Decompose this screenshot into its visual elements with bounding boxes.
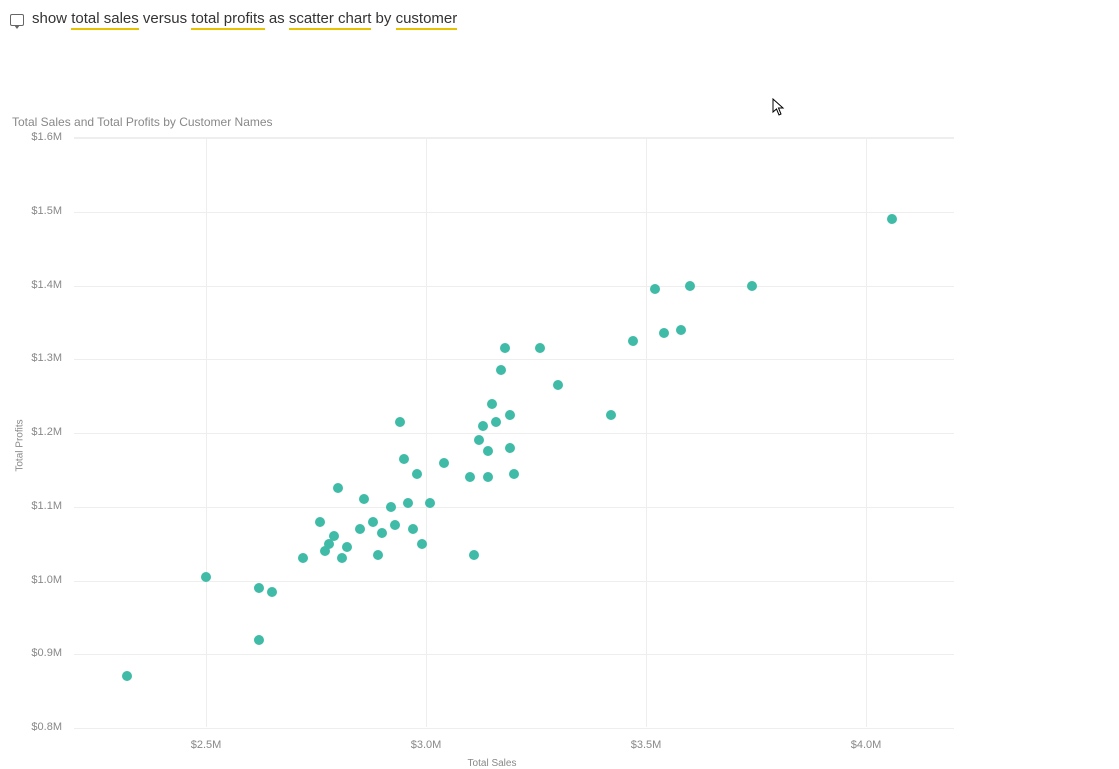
scatter-chart: Total Sales and Total Profits by Custome… [12, 115, 972, 765]
scatter-point[interactable] [425, 498, 435, 508]
scatter-point[interactable] [628, 336, 638, 346]
scatter-point[interactable] [606, 410, 616, 420]
x-axis-title: Total Sales [468, 758, 517, 769]
scatter-point[interactable] [373, 550, 383, 560]
scatter-point[interactable] [887, 214, 897, 224]
y-tick-label: $0.9M [12, 647, 68, 659]
scatter-point[interactable] [368, 517, 378, 527]
scatter-point[interactable] [469, 550, 479, 560]
scatter-point[interactable] [337, 553, 347, 563]
y-tick-label: $0.8M [12, 721, 68, 733]
x-tick-label: $4.0M [851, 739, 882, 751]
scatter-point[interactable] [298, 553, 308, 563]
scatter-point[interactable] [254, 583, 264, 593]
scatter-point[interactable] [747, 281, 757, 291]
scatter-point[interactable] [342, 542, 352, 552]
scatter-point[interactable] [659, 328, 669, 338]
scatter-point[interactable] [417, 539, 427, 549]
scatter-point[interactable] [403, 498, 413, 508]
scatter-point[interactable] [390, 520, 400, 530]
scatter-point[interactable] [676, 325, 686, 335]
scatter-point[interactable] [359, 494, 369, 504]
scatter-point[interactable] [685, 281, 695, 291]
query-text-fragment: show [32, 10, 67, 27]
scatter-point[interactable] [553, 380, 563, 390]
scatter-point[interactable] [201, 572, 211, 582]
query-text-fragment: as [269, 10, 285, 27]
scatter-point[interactable] [465, 472, 475, 482]
scatter-point[interactable] [329, 531, 339, 541]
scatter-point[interactable] [386, 502, 396, 512]
scatter-point[interactable] [412, 469, 422, 479]
y-tick-label: $1.3M [12, 352, 68, 364]
plot-area[interactable] [74, 137, 954, 727]
gridline-horizontal [74, 359, 954, 360]
scatter-point[interactable] [535, 343, 545, 353]
y-tick-label: $1.2M [12, 426, 68, 438]
scatter-point[interactable] [500, 343, 510, 353]
chart-title: Total Sales and Total Profits by Custome… [12, 115, 972, 129]
y-tick-label: $1.0M [12, 574, 68, 586]
scatter-point[interactable] [122, 671, 132, 681]
query-highlighted-term[interactable]: total sales [71, 10, 139, 30]
query-text-fragment: by [376, 10, 392, 27]
scatter-point[interactable] [505, 443, 515, 453]
scatter-point[interactable] [254, 635, 264, 645]
scatter-point[interactable] [505, 410, 515, 420]
scatter-point[interactable] [491, 417, 501, 427]
scatter-point[interactable] [483, 446, 493, 456]
gridline-horizontal [74, 138, 954, 139]
scatter-point[interactable] [474, 435, 484, 445]
qna-query-text[interactable]: show total sales versus total profits as… [32, 10, 457, 30]
scatter-point[interactable] [408, 524, 418, 534]
query-text-fragment: versus [143, 10, 187, 27]
gridline-horizontal [74, 212, 954, 213]
scatter-point[interactable] [399, 454, 409, 464]
y-tick-label: $1.4M [12, 279, 68, 291]
x-tick-label: $3.0M [411, 739, 442, 751]
gridline-horizontal [74, 728, 954, 729]
x-tick-label: $2.5M [191, 739, 222, 751]
scatter-point[interactable] [509, 469, 519, 479]
scatter-point[interactable] [377, 528, 387, 538]
scatter-point[interactable] [333, 483, 343, 493]
mouse-cursor-icon [772, 98, 786, 116]
gridline-horizontal [74, 654, 954, 655]
scatter-point[interactable] [650, 284, 660, 294]
scatter-point[interactable] [315, 517, 325, 527]
scatter-point[interactable] [496, 365, 506, 375]
scatter-point[interactable] [355, 524, 365, 534]
query-highlighted-term[interactable]: customer [396, 10, 458, 30]
x-tick-label: $3.5M [631, 739, 662, 751]
scatter-point[interactable] [483, 472, 493, 482]
scatter-point[interactable] [478, 421, 488, 431]
y-tick-label: $1.6M [12, 131, 68, 143]
y-tick-label: $1.1M [12, 500, 68, 512]
gridline-horizontal [74, 433, 954, 434]
y-tick-label: $1.5M [12, 205, 68, 217]
chat-icon [10, 14, 24, 26]
scatter-point[interactable] [267, 587, 277, 597]
gridline-horizontal [74, 286, 954, 287]
query-highlighted-term[interactable]: total profits [191, 10, 264, 30]
gridline-horizontal [74, 507, 954, 508]
scatter-point[interactable] [439, 458, 449, 468]
qna-query-bar[interactable]: show total sales versus total profits as… [10, 10, 457, 30]
query-highlighted-term[interactable]: scatter chart [289, 10, 372, 30]
scatter-point[interactable] [395, 417, 405, 427]
scatter-point[interactable] [487, 399, 497, 409]
